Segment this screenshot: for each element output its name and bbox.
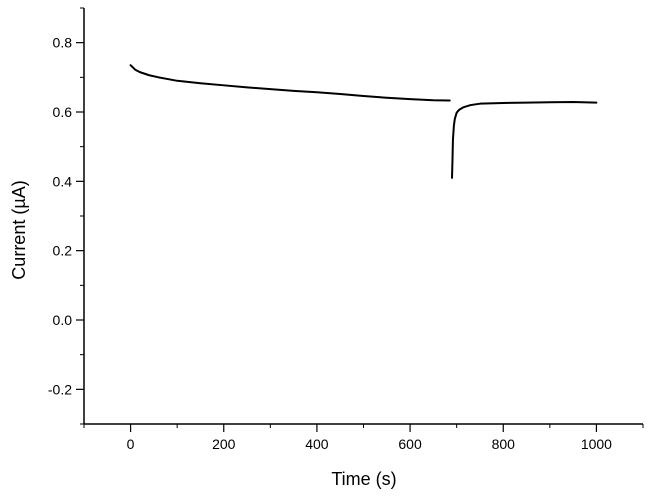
y-tick-labels: -0.2 0.0 0.2 0.4 0.6 0.8 — [48, 35, 72, 398]
x-tick-label: 800 — [492, 436, 516, 452]
y-axis-title: Current (µA) — [9, 180, 29, 279]
y-tick-label: -0.2 — [48, 381, 72, 397]
y-tick-label: 0.0 — [53, 312, 73, 328]
x-ticks — [83, 424, 644, 432]
axes — [83, 8, 643, 425]
x-tick-labels: 0 200 400 600 800 1000 — [127, 436, 613, 452]
x-tick-label: 400 — [305, 436, 329, 452]
y-tick-label: 0.2 — [53, 243, 73, 259]
y-tick-label: 0.4 — [53, 173, 73, 189]
y-tick-label: 0.6 — [53, 104, 73, 120]
x-tick-label: 600 — [398, 436, 422, 452]
x-tick-label: 200 — [212, 436, 236, 452]
y-ticks — [76, 7, 84, 425]
series-layer — [129, 64, 598, 179]
x-tick-label: 0 — [127, 436, 135, 452]
y-tick-label: 0.8 — [53, 35, 73, 51]
x-tick-label: 1000 — [581, 436, 612, 452]
series-line-segment — [129, 64, 451, 102]
series-line-segment — [451, 100, 598, 179]
x-axis-title: Time (s) — [331, 469, 396, 489]
